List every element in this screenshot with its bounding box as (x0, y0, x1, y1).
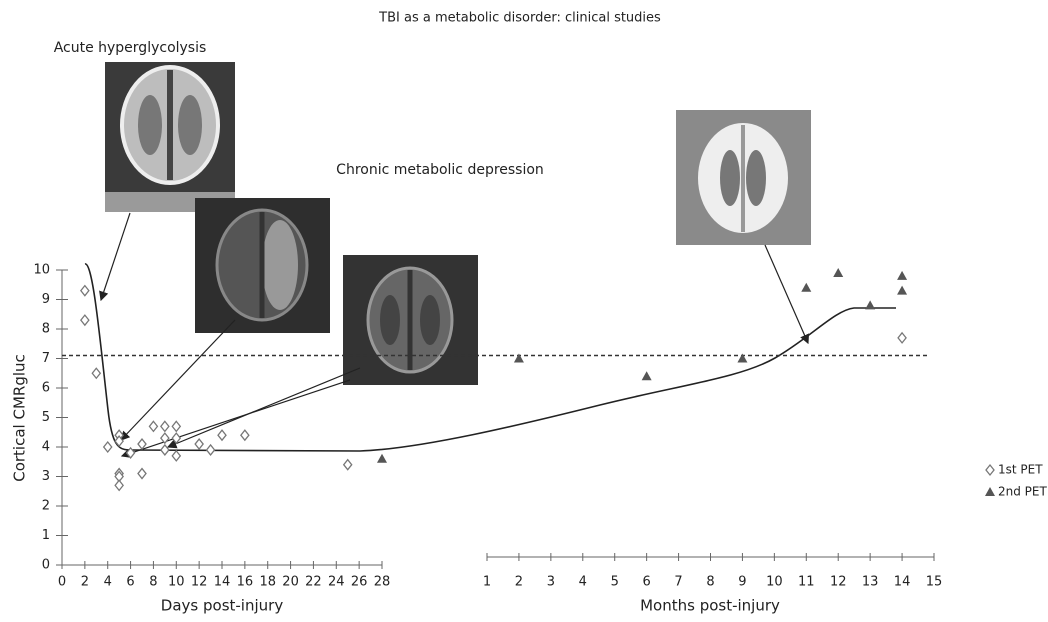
y-tick-label: 2 (42, 499, 50, 514)
scan-image (343, 255, 478, 385)
data-point (898, 333, 906, 343)
x-tick-label: 10 (168, 575, 185, 590)
x-tick-label: 0 (58, 575, 66, 590)
data-point (161, 445, 169, 455)
y-tick-label: 6 (42, 381, 50, 396)
x-tick-label: 2 (515, 575, 523, 590)
data-point (138, 439, 146, 449)
x-tick-label: 11 (798, 575, 815, 590)
x-tick-label: 3 (547, 575, 555, 590)
data-point (897, 286, 907, 295)
data-point (377, 454, 387, 463)
x-tick-label: 1 (483, 575, 491, 590)
x-tick-label: 28 (374, 575, 391, 590)
annotation: Chronic metabolic depression (336, 162, 544, 178)
scan-image (676, 110, 811, 245)
x-tick-label: 24 (328, 575, 345, 590)
data-point (514, 354, 524, 363)
x-tick-label: 12 (830, 575, 847, 590)
x-tick-label: 5 (611, 575, 619, 590)
data-point (833, 268, 843, 277)
x-tick-label: 8 (149, 575, 157, 590)
data-point (207, 445, 215, 455)
data-point (801, 283, 811, 292)
x-axis-title: Days post-injury (161, 597, 284, 615)
legend-label: 1st PET (998, 463, 1043, 477)
data-point (195, 439, 203, 449)
y-tick-label: 9 (42, 292, 50, 307)
x-tick-label: 6 (126, 575, 134, 590)
figure-title: TBI as a metabolic disorder: clinical st… (378, 11, 661, 26)
figure: TBI as a metabolic disorder: clinical st… (0, 0, 1048, 622)
x-tick-label: 9 (738, 575, 746, 590)
data-point (161, 421, 169, 431)
legend-label: 2nd PET (998, 485, 1047, 499)
y-tick-label: 7 (42, 351, 50, 366)
data-point (161, 433, 169, 443)
x-tick-label: 14 (214, 575, 231, 590)
legend-marker (985, 487, 995, 496)
data-point (737, 354, 747, 363)
data-point (104, 442, 112, 452)
data-point (241, 430, 249, 440)
data-point (865, 300, 875, 309)
annotation: Acute hyperglycolysis (54, 40, 207, 56)
x-tick-label: 15 (926, 575, 943, 590)
data-point (92, 368, 100, 378)
data-point (81, 315, 89, 325)
data-point (138, 469, 146, 479)
x-tick-label: 20 (282, 575, 299, 590)
x-tick-label: 16 (237, 575, 254, 590)
data-point (115, 480, 123, 490)
data-point (642, 371, 652, 380)
data-point (172, 451, 180, 461)
x-tick-label: 26 (351, 575, 368, 590)
x-tick-label: 4 (104, 575, 112, 590)
y-tick-label: 5 (42, 410, 50, 425)
data-point (172, 433, 180, 443)
y-axis-title: Cortical CMRgluc (11, 354, 29, 482)
data-point (81, 286, 89, 296)
x-tick-label: 18 (259, 575, 276, 590)
scan-image (105, 62, 235, 212)
x-tick-label: 10 (766, 575, 783, 590)
y-tick-label: 1 (42, 528, 50, 543)
x-tick-label: 4 (579, 575, 587, 590)
x-tick-label: 22 (305, 575, 322, 590)
x-tick-label: 6 (643, 575, 651, 590)
y-tick-label: 0 (42, 558, 50, 573)
data-point (218, 430, 226, 440)
x-tick-label: 2 (81, 575, 89, 590)
y-tick-label: 8 (42, 322, 50, 337)
y-tick-label: 10 (33, 263, 50, 278)
x-tick-label: 13 (862, 575, 879, 590)
x-tick-label: 8 (706, 575, 714, 590)
data-point (344, 460, 352, 470)
legend-marker (986, 465, 994, 475)
x-tick-label: 14 (894, 575, 911, 590)
y-tick-label: 4 (42, 440, 50, 455)
data-point (149, 421, 157, 431)
scan-image (195, 198, 330, 333)
data-point (172, 421, 180, 431)
data-point (897, 271, 907, 280)
x-axis-title: Months post-injury (640, 597, 780, 615)
x-tick-label: 12 (191, 575, 208, 590)
x-tick-label: 7 (674, 575, 682, 590)
y-tick-label: 3 (42, 469, 50, 484)
